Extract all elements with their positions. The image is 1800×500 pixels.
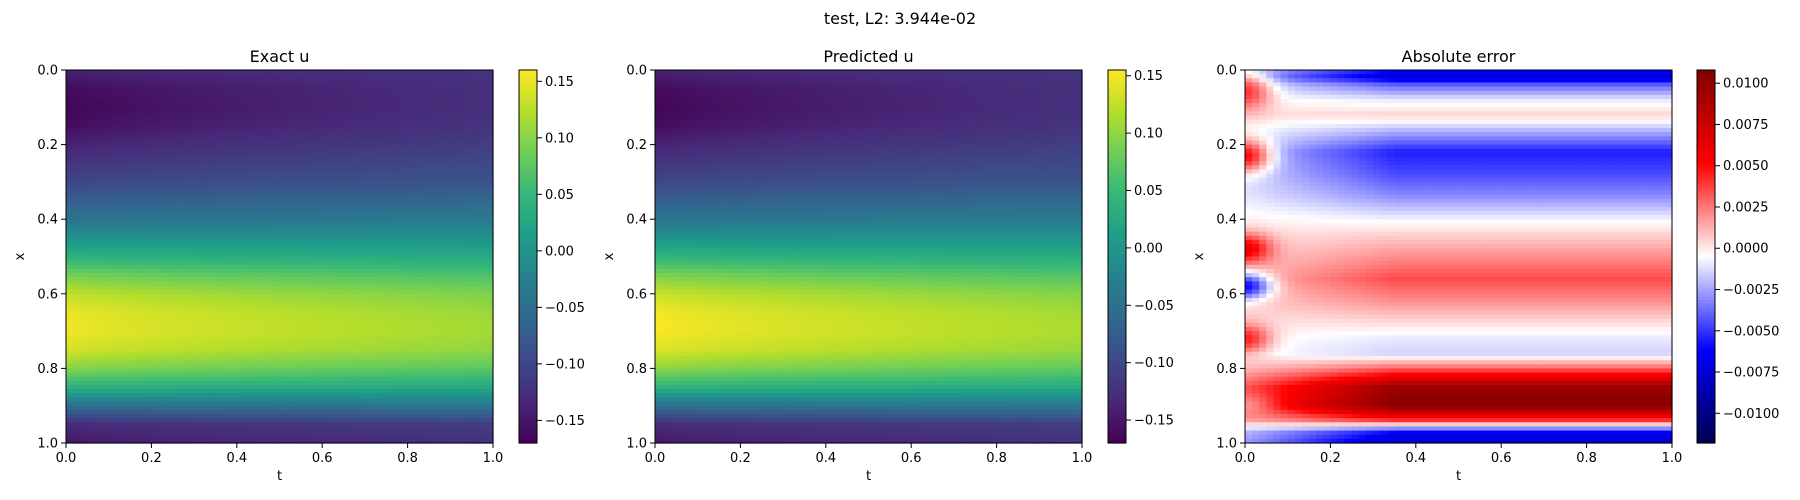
colorbar-tick-label: 0.0075 (1723, 118, 1769, 133)
x-tick-label: 1.0 (1072, 451, 1093, 466)
axes-frame (654, 69, 1083, 444)
colorbar: 0.15 0.10 0.05 0.00 −0.05 −0.10 −0.15 (518, 69, 585, 444)
colorbar-tick-label: −0.15 (545, 414, 585, 429)
colorbar-tick-label: 0.00 (545, 244, 574, 259)
x-tick-label: 0.2 (1320, 451, 1341, 466)
colorbar-tick-label: −0.05 (545, 301, 585, 316)
x-tick-label: 0.0 (645, 451, 666, 466)
colorbar-tick-label: 0.0050 (1723, 159, 1769, 174)
x-tick-label: 0.8 (986, 451, 1007, 466)
panel-1: Exact u0.0 0.2 0.4 0.6 0.8 1.00.00.20.40.60.8… (13, 47, 585, 484)
x-axis-label: t (866, 469, 871, 484)
colorbar-tick-label: 0.0100 (1723, 77, 1769, 92)
x-tick-label: 0.6 (312, 451, 333, 466)
y-tick-label: 0.0 (37, 64, 58, 79)
colorbar-tick-label: 0.10 (545, 131, 574, 146)
colorbar-tick-label: 0.05 (1134, 184, 1163, 199)
y-tick-label: 0.4 (626, 213, 647, 228)
y-axis-label: x (1192, 252, 1207, 260)
y-tick-label: 0.8 (626, 362, 647, 377)
colorbar-tick-label: −0.0075 (1723, 366, 1779, 381)
y-tick-label: 0.6 (626, 287, 647, 302)
heatmap-image (655, 70, 1083, 444)
colorbar-tick-label: −0.0025 (1723, 283, 1779, 298)
colorbar-tick-label: 0.05 (545, 188, 574, 203)
y-tick-label: 0.2 (37, 138, 58, 153)
x-tick-label: 0.2 (730, 451, 751, 466)
colorbar-tick-label: −0.10 (545, 357, 585, 372)
colorbar-tick-label: 0.0025 (1723, 200, 1769, 215)
colorbar-tick-label: 0.10 (1134, 127, 1163, 142)
colorbar-tick-label: −0.15 (1134, 414, 1174, 429)
x-axis-label: t (277, 469, 282, 484)
x-tick-label: 0.2 (141, 451, 162, 466)
y-tick-label: 0.8 (1216, 362, 1237, 377)
x-tick-label: 0.4 (815, 451, 836, 466)
panel-2: Predicted u0.0 0.2 0.4 0.6 0.8 1.00.00.20.40.… (602, 47, 1174, 484)
axes-frame (65, 69, 494, 444)
y-tick-label: 0.6 (37, 287, 58, 302)
heatmap-image (66, 70, 494, 444)
x-tick-label: 1.0 (483, 451, 504, 466)
x-tick-label: 0.8 (1576, 451, 1597, 466)
axes-frame (1244, 69, 1673, 444)
y-tick-label: 0.6 (1216, 287, 1237, 302)
colorbar-tick-label: 0.00 (1134, 241, 1163, 256)
x-tick-label: 0.8 (397, 451, 418, 466)
y-tick-label: 0.0 (1216, 64, 1237, 79)
x-tick-label: 0.6 (1491, 451, 1512, 466)
panel-title: Predicted u (823, 47, 913, 66)
y-axis-label: x (602, 252, 617, 260)
y-tick-label: 1.0 (37, 437, 58, 452)
colorbar-tick-label: −0.0100 (1723, 407, 1779, 422)
x-tick-label: 0.0 (56, 451, 77, 466)
y-tick-label: 0.4 (1216, 213, 1237, 228)
colorbar-tick-label: −0.05 (1134, 299, 1174, 314)
colorbar-tick-label: 0.0000 (1723, 242, 1769, 257)
y-tick-label: 0.8 (37, 362, 58, 377)
colorbar: 0.15 0.10 0.05 0.00 −0.05 −0.10 −0.15 (1107, 69, 1174, 444)
x-tick-label: 0.0 (1235, 451, 1256, 466)
x-tick-label: 0.6 (901, 451, 922, 466)
y-tick-label: 0.0 (626, 64, 647, 79)
colorbar: 0.0100 0.0075 0.0050 0.0025 0.0000 −0.0025 −0.… (1696, 69, 1779, 444)
heatmap-image (1245, 70, 1673, 444)
y-tick-label: 0.2 (1216, 138, 1237, 153)
x-tick-label: 0.4 (226, 451, 247, 466)
x-axis-label: t (1456, 469, 1461, 484)
colorbar-tick-label: 0.15 (1134, 69, 1163, 84)
colorbar-tick-label: −0.0050 (1723, 324, 1779, 339)
colorbar-tick-label: 0.15 (545, 75, 574, 90)
y-axis-label: x (13, 252, 28, 260)
y-tick-label: 0.2 (626, 138, 647, 153)
x-tick-label: 0.4 (1405, 451, 1426, 466)
y-tick-label: 0.4 (37, 213, 58, 228)
y-tick-label: 1.0 (1216, 437, 1237, 452)
x-tick-label: 1.0 (1662, 451, 1683, 466)
figure-title: test, L2: 3.944e-02 (824, 9, 976, 28)
panel-title: Absolute error (1402, 47, 1516, 66)
colorbar-tick-label: −0.10 (1134, 356, 1174, 371)
y-tick-label: 1.0 (626, 437, 647, 452)
panel-title: Exact u (250, 47, 310, 66)
